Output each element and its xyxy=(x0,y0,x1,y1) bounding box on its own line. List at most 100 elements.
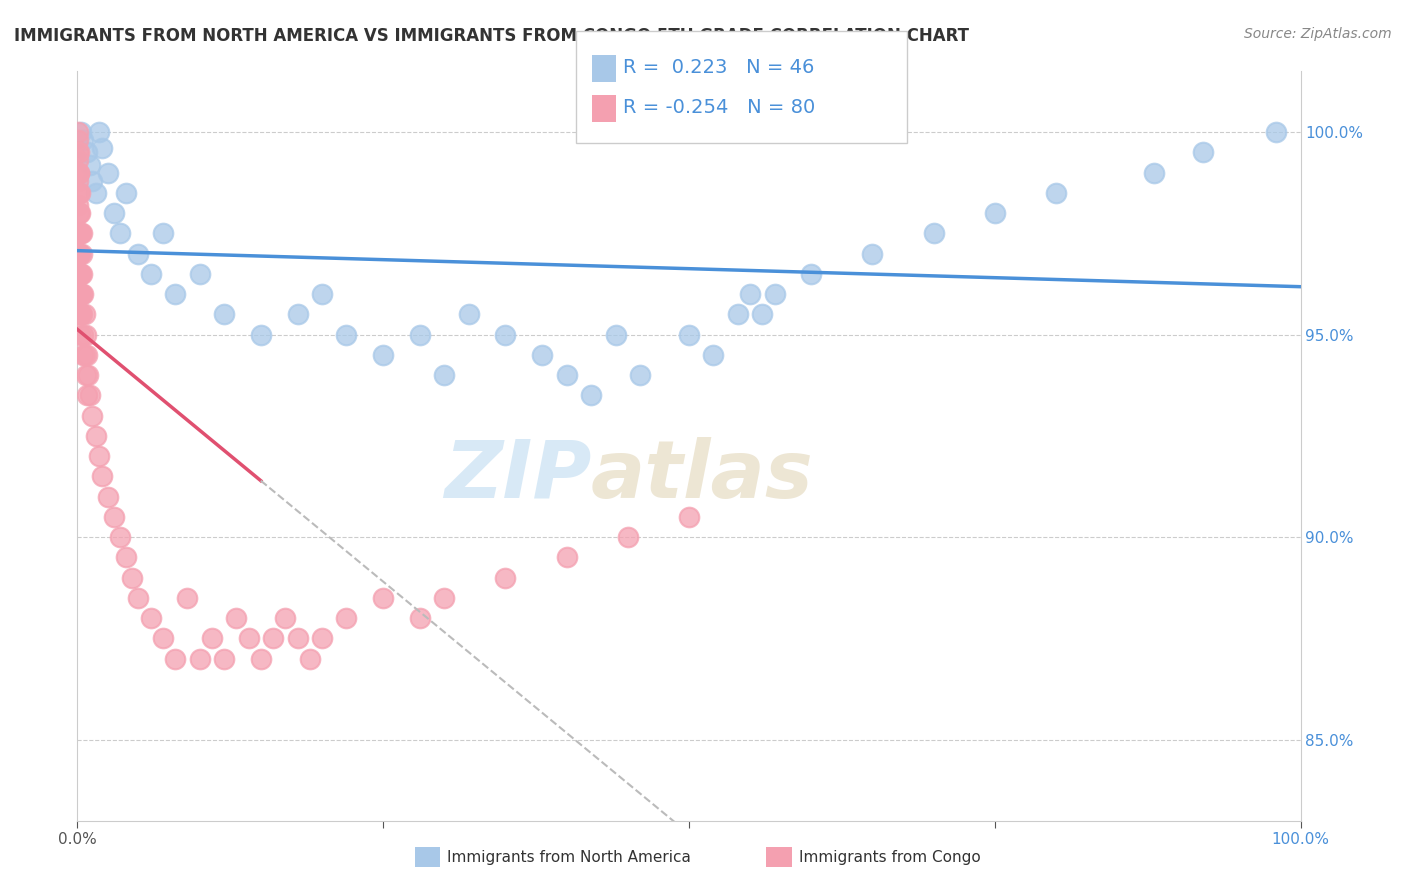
Point xyxy=(70,227,93,241)
Point xyxy=(727,307,749,321)
Point xyxy=(66,174,89,188)
Point xyxy=(311,287,333,301)
Point xyxy=(69,307,91,321)
Point xyxy=(66,125,89,139)
Point xyxy=(97,490,120,504)
Point xyxy=(188,651,211,665)
Point xyxy=(84,186,107,200)
Point xyxy=(531,348,554,362)
Point xyxy=(70,227,93,241)
Text: Source: ZipAtlas.com: Source: ZipAtlas.com xyxy=(1244,27,1392,41)
Point xyxy=(763,287,786,301)
Point xyxy=(922,227,945,241)
Point xyxy=(628,368,651,383)
Point xyxy=(97,166,120,180)
Point xyxy=(115,550,138,565)
Point xyxy=(89,125,111,139)
Point xyxy=(80,174,103,188)
Point xyxy=(66,198,89,212)
Point xyxy=(67,246,90,260)
Point xyxy=(457,307,479,321)
Point xyxy=(76,145,98,160)
Point xyxy=(70,246,93,260)
Point xyxy=(165,287,187,301)
Point xyxy=(287,307,309,321)
Point xyxy=(555,550,578,565)
Text: R =  0.223   N = 46: R = 0.223 N = 46 xyxy=(623,58,814,78)
Point xyxy=(73,307,96,321)
Point xyxy=(67,186,90,200)
Point xyxy=(409,327,432,342)
Point xyxy=(862,246,884,260)
Point xyxy=(75,368,97,383)
Point xyxy=(75,327,97,342)
Point xyxy=(103,509,125,524)
Point xyxy=(617,530,640,544)
Text: IMMIGRANTS FROM NORTH AMERICA VS IMMIGRANTS FROM CONGO 5TH GRADE CORRELATION CHA: IMMIGRANTS FROM NORTH AMERICA VS IMMIGRA… xyxy=(14,27,969,45)
Point xyxy=(66,153,89,168)
Point xyxy=(212,307,235,321)
Point xyxy=(67,166,90,180)
Point xyxy=(69,186,91,200)
Point xyxy=(67,206,90,220)
Point xyxy=(108,227,131,241)
Point xyxy=(165,651,187,665)
Point xyxy=(70,307,93,321)
Point xyxy=(67,145,90,160)
Point xyxy=(66,133,89,147)
Text: ZIP: ZIP xyxy=(444,437,591,515)
Point xyxy=(70,307,93,321)
Point xyxy=(250,651,273,665)
Point xyxy=(409,611,432,625)
Point xyxy=(751,307,773,321)
Point xyxy=(69,327,91,342)
Point xyxy=(121,571,143,585)
Point xyxy=(89,449,111,463)
Point xyxy=(433,591,456,605)
Point xyxy=(984,206,1007,220)
Point xyxy=(67,287,90,301)
Point xyxy=(555,368,578,383)
Point xyxy=(250,327,273,342)
Point xyxy=(262,632,284,646)
Point xyxy=(335,327,357,342)
Point xyxy=(678,509,700,524)
Point xyxy=(70,125,93,139)
Point xyxy=(274,611,297,625)
Point xyxy=(72,348,94,362)
Point xyxy=(69,246,91,260)
Point xyxy=(176,591,198,605)
Point xyxy=(76,388,98,402)
Point xyxy=(287,632,309,646)
Point xyxy=(238,632,260,646)
Point xyxy=(139,267,162,281)
Text: Immigrants from North America: Immigrants from North America xyxy=(447,850,690,864)
Point xyxy=(1191,145,1213,160)
Point xyxy=(66,145,89,160)
Point xyxy=(69,227,91,241)
Point xyxy=(108,530,131,544)
Point xyxy=(66,186,89,200)
Point xyxy=(579,388,602,402)
Point xyxy=(90,469,112,483)
Point xyxy=(67,267,90,281)
Point xyxy=(72,287,94,301)
Point xyxy=(72,133,94,147)
Point xyxy=(67,206,90,220)
Point xyxy=(67,227,90,241)
Point xyxy=(103,206,125,220)
Point xyxy=(115,186,138,200)
Point xyxy=(79,157,101,171)
Point xyxy=(495,571,517,585)
Point xyxy=(702,348,724,362)
Point xyxy=(152,227,174,241)
Point xyxy=(298,651,321,665)
Point xyxy=(70,267,93,281)
Point xyxy=(67,166,90,180)
Point xyxy=(67,246,90,260)
Point xyxy=(76,348,98,362)
Point xyxy=(70,267,93,281)
Point xyxy=(90,141,112,155)
Point xyxy=(605,327,627,342)
Point xyxy=(678,327,700,342)
